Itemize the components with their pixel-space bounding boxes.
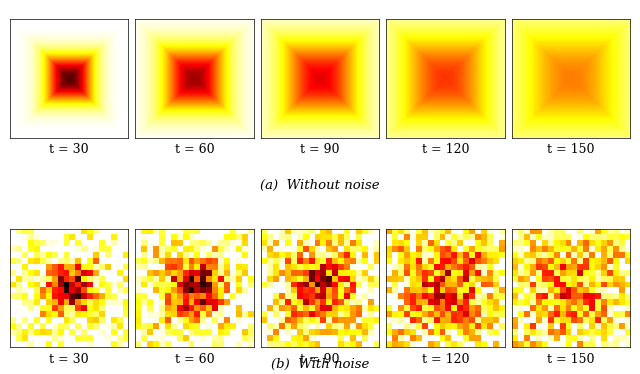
X-axis label: t = 60: t = 60	[175, 144, 214, 156]
X-axis label: t = 150: t = 150	[547, 353, 595, 366]
X-axis label: t = 120: t = 120	[422, 144, 469, 156]
X-axis label: t = 120: t = 120	[422, 353, 469, 366]
X-axis label: t = 90: t = 90	[300, 353, 340, 366]
Text: (a)  Without noise: (a) Without noise	[260, 179, 380, 191]
X-axis label: t = 90: t = 90	[300, 144, 340, 156]
X-axis label: t = 60: t = 60	[175, 353, 214, 366]
Text: (b)  With noise: (b) With noise	[271, 358, 369, 371]
X-axis label: t = 150: t = 150	[547, 144, 595, 156]
X-axis label: t = 30: t = 30	[49, 144, 89, 156]
X-axis label: t = 30: t = 30	[49, 353, 89, 366]
